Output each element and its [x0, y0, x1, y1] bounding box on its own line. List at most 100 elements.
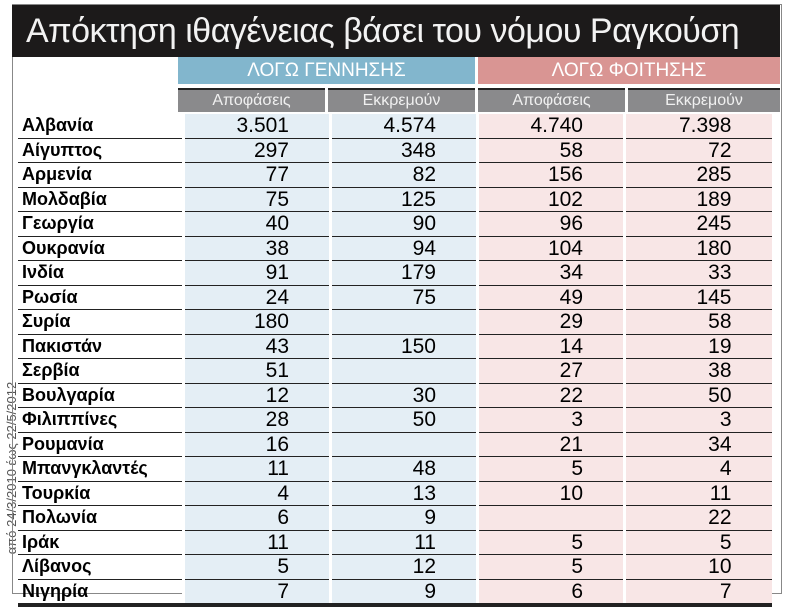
cell-value: 11: [267, 530, 289, 554]
table-cell: 156: [476, 162, 625, 188]
cell-value: 10: [559, 481, 583, 505]
table-row: Αίγυπτος 297 348 58 72: [18, 138, 772, 163]
cell-value: 21: [559, 432, 583, 456]
country-name: Φιλιππίνες: [18, 407, 184, 433]
table-row: Νιγηρία 7 9 6 7: [18, 579, 772, 607]
cell-value: 7.398: [678, 114, 732, 138]
cell-value: 94: [412, 236, 436, 260]
cell-value: 58: [559, 138, 583, 162]
table-cell: 180: [182, 309, 331, 335]
group-header-study: ΛΟΓΩ ΦΟΙΤΗΣΗΣ: [478, 57, 780, 84]
cell-value: 58: [708, 310, 732, 334]
cell-value: 4: [719, 457, 732, 481]
cell-value: 6: [571, 579, 583, 603]
table-cell: 91: [182, 260, 331, 286]
table-cell: 11: [182, 456, 331, 482]
table-row: Φιλιππίνες 28 50 3 3: [18, 407, 772, 433]
table-cell: 16: [182, 432, 331, 457]
table-cell: 50: [329, 407, 478, 433]
country-name: Μολδαβία: [18, 187, 184, 212]
cell-value: 5: [571, 457, 583, 481]
table-cell: [476, 505, 625, 531]
cell-value: 22: [708, 506, 732, 530]
table-cell: 96: [476, 211, 625, 237]
table-cell: 150: [329, 334, 478, 359]
table-cell: 58: [623, 309, 772, 335]
table-cell: 30: [329, 383, 478, 408]
table-cell: 12: [182, 383, 331, 408]
cell-value: 38: [265, 236, 289, 260]
cell-value: 13: [412, 481, 436, 505]
cell-value: 22: [559, 383, 583, 407]
table-cell: 348: [329, 138, 478, 163]
cell-value: 33: [708, 261, 732, 285]
cell-value: 3: [571, 408, 583, 432]
table-cell: 43: [182, 334, 331, 359]
cell-value: 180: [696, 236, 732, 260]
table-cell: 5: [623, 530, 772, 555]
country-name: Νιγηρία: [18, 579, 184, 607]
table-cell: 4: [623, 456, 772, 482]
cell-value: 180: [253, 310, 289, 334]
country-name: Συρία: [18, 309, 184, 335]
cell-value: 11: [267, 457, 289, 481]
table-cell: 245: [623, 211, 772, 237]
table-cell: 34: [476, 260, 625, 286]
table-cell: 13: [329, 481, 478, 506]
country-name: Πολωνία: [18, 505, 184, 531]
cell-value: 5: [571, 555, 583, 579]
cell-value: 11: [414, 530, 436, 554]
cell-value: 179: [400, 261, 436, 285]
table-cell: 102: [476, 187, 625, 212]
table-cell: 94: [329, 236, 478, 261]
table-cell: 104: [476, 236, 625, 261]
table-cell: 12: [329, 554, 478, 580]
table-cell: 40: [182, 211, 331, 237]
cell-value: 4.574: [383, 114, 436, 138]
table-cell: 29: [476, 309, 625, 335]
table-row: Αρμενία 77 82 156 285: [18, 162, 772, 188]
table-cell: 11: [329, 530, 478, 555]
country-name: Αρμενία: [18, 162, 184, 188]
table-cell: 21: [476, 432, 625, 457]
cell-value: 4: [277, 481, 289, 505]
cell-value: 104: [547, 236, 583, 260]
column-header: Εκκρεμούν: [328, 88, 475, 112]
cell-value: 90: [412, 212, 436, 236]
table-cell: 49: [476, 285, 625, 310]
table-cell: 48: [329, 456, 478, 482]
table-cell: 125: [329, 187, 478, 212]
table-row: Συρία 180 29 58: [18, 309, 772, 335]
table-row: Γεωργία 40 90 96 245: [18, 211, 772, 237]
cell-value: 12: [412, 555, 436, 579]
table-row: Μπανγκλαντές 11 48 5 4: [18, 456, 772, 482]
table-cell: 10: [623, 554, 772, 580]
cell-value: 102: [547, 187, 583, 211]
table-row: Τουρκία 4 13 10 11: [18, 481, 772, 506]
cell-value: 3: [719, 408, 732, 432]
column-header: Εκκρεμούν: [628, 88, 780, 112]
table-cell: 4.574: [329, 114, 478, 139]
cell-value: 5: [277, 555, 289, 579]
cell-value: 7: [719, 579, 732, 603]
cell-value: 91: [265, 261, 289, 285]
country-name: Ρουμανία: [18, 432, 184, 457]
country-name: Ινδία: [18, 260, 184, 286]
cell-value: 4.740: [530, 114, 583, 138]
table-cell: 7: [182, 579, 331, 607]
cell-value: 82: [412, 163, 436, 187]
table-cell: [329, 309, 478, 335]
table-cell: 22: [476, 383, 625, 408]
table-row: Πολωνία 6 9 22: [18, 505, 772, 531]
cell-value: 28: [265, 408, 289, 432]
cell-value: 50: [708, 383, 732, 407]
country-name: Μπανγκλαντές: [18, 456, 184, 482]
table-row: Ιράκ 11 11 5 5: [18, 530, 772, 555]
cell-value: 34: [559, 261, 583, 285]
cell-value: 16: [265, 432, 289, 456]
table-cell: [329, 358, 478, 384]
table-cell: 72: [623, 138, 772, 163]
country-name: Βουλγαρία: [18, 383, 184, 408]
table-cell: 19: [623, 334, 772, 359]
page-title: Απόκτηση ιθαγένειας βάσει του νόμου Ραγκ…: [12, 5, 780, 57]
